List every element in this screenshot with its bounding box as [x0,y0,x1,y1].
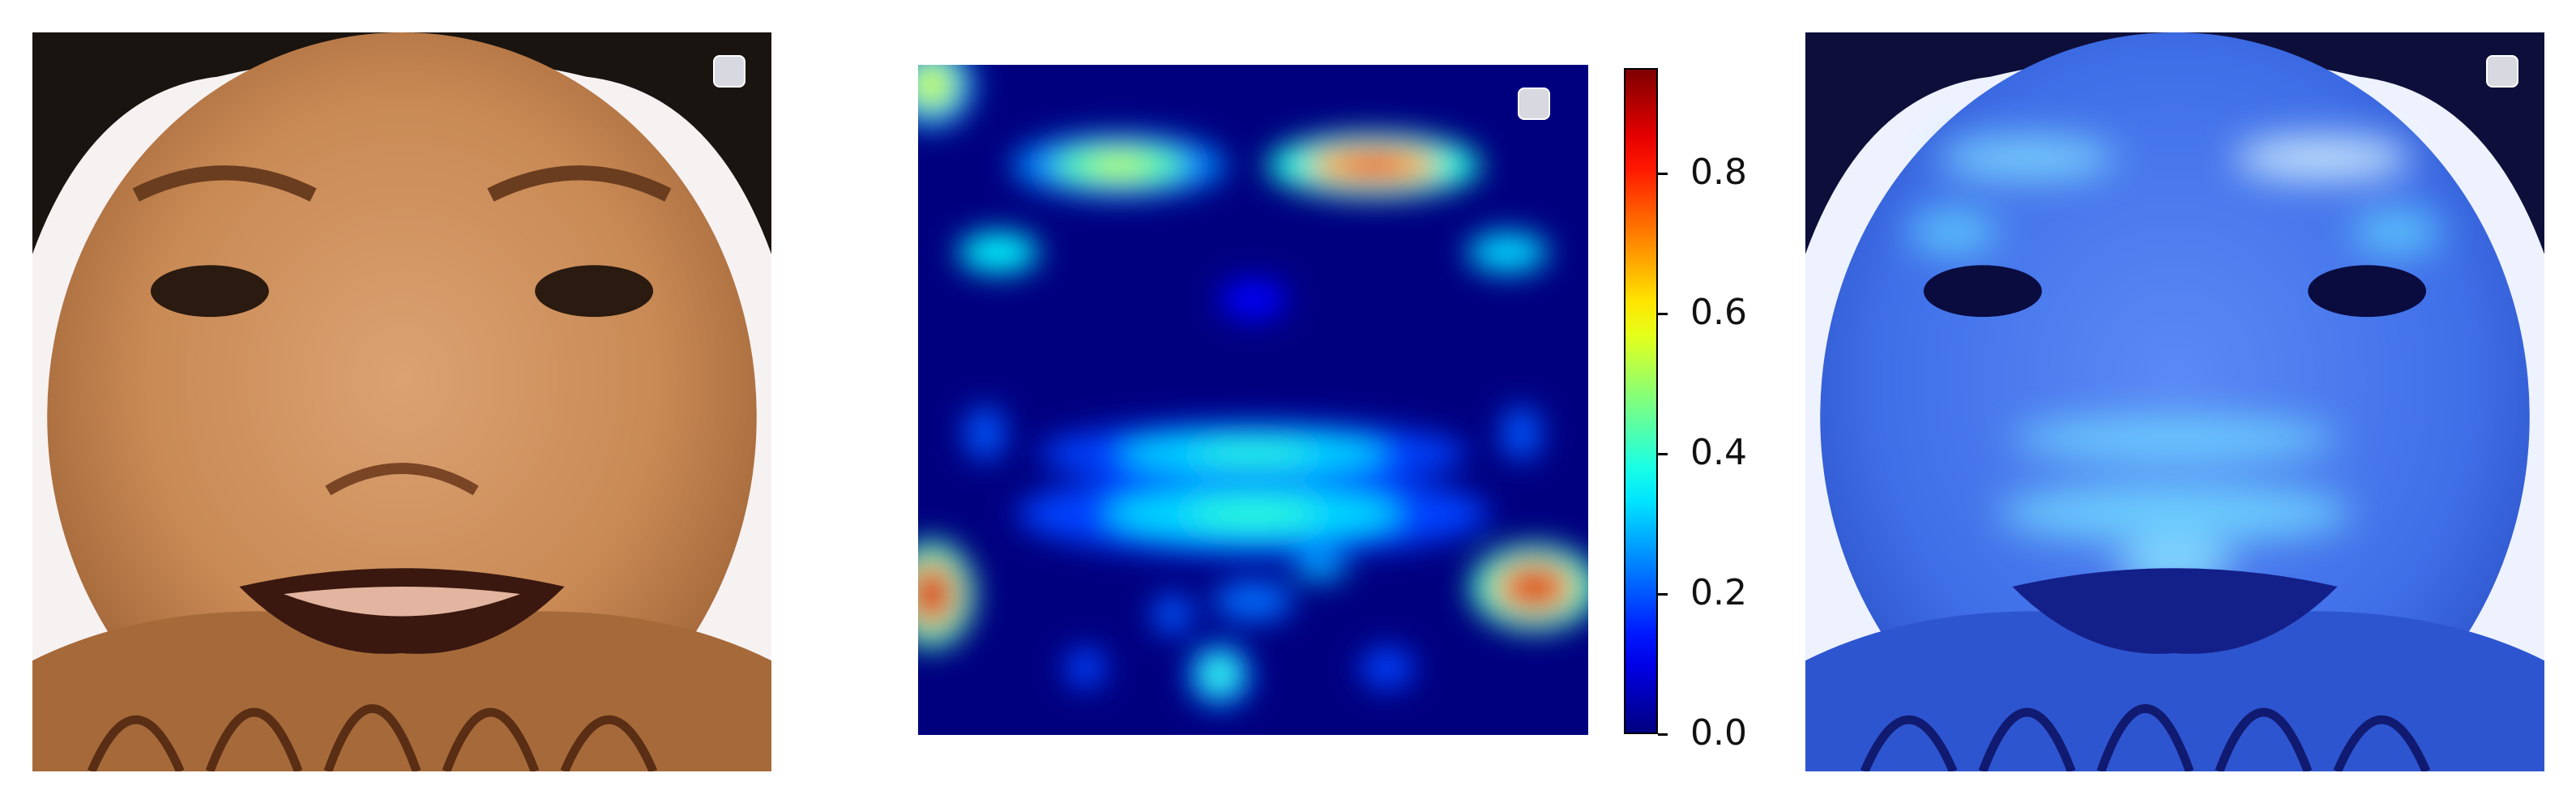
colorbar [1624,68,1658,734]
heatmap-hotspot-peak-right-lower-cheek [1516,575,1553,600]
heatmap-background-blob [964,406,1006,460]
heatmap-hotspot-peak-left-brow [1088,156,1150,175]
colorbar-tick-mark [1658,733,1668,736]
colorbar-tick-mark [1658,452,1668,455]
heatmap-background-blob [1360,647,1414,689]
heatmap-background-blob [1212,580,1294,621]
heatmap-hotspot-peak-mouth [1186,502,1320,526]
colorbar-tick-label: 0.8 [1690,151,1747,193]
heatmap-hotspot-peak-left-lower-cheek [919,579,944,609]
heatmap-background-blob [1065,647,1106,689]
colorbar-tick-label: 0.2 [1690,571,1747,613]
colorbar-tick-label: 0.0 [1690,712,1747,754]
heatmap-graphic [918,65,1588,735]
heatmap-background-blob [1293,553,1348,581]
heatmap-background-blob [1220,279,1287,320]
heatmap-hotspot-peak-chin [1210,665,1229,684]
heatmap-hotspot-peak-right-brow [1344,156,1404,175]
heatmap-background-blob [1152,594,1194,634]
heatmap-hotspot-peak-mouth [1193,444,1314,463]
face-photo-graphic [32,32,771,771]
legend-box [1518,88,1550,120]
heatmap-background-blob [958,232,1039,273]
original-face-image [32,32,771,771]
heatmap-hotspot-peak-top-left-corner [919,72,944,97]
colorbar-tick-label: 0.4 [1690,431,1747,473]
heatmap-background-blob [1467,232,1549,273]
overlay-face-image [1805,32,2544,771]
legend-box [2486,55,2518,88]
heatmap-panel [918,65,1588,735]
heatmap-background-blob [1501,406,1542,460]
colorbar-tick-mark [1658,312,1668,315]
legend-box [713,55,745,88]
colorbar-tick-mark [1658,592,1668,596]
colorbar-tick-mark [1658,172,1668,175]
overlay-graphic [1805,32,2544,771]
colorbar-tick-label: 0.6 [1690,291,1747,333]
